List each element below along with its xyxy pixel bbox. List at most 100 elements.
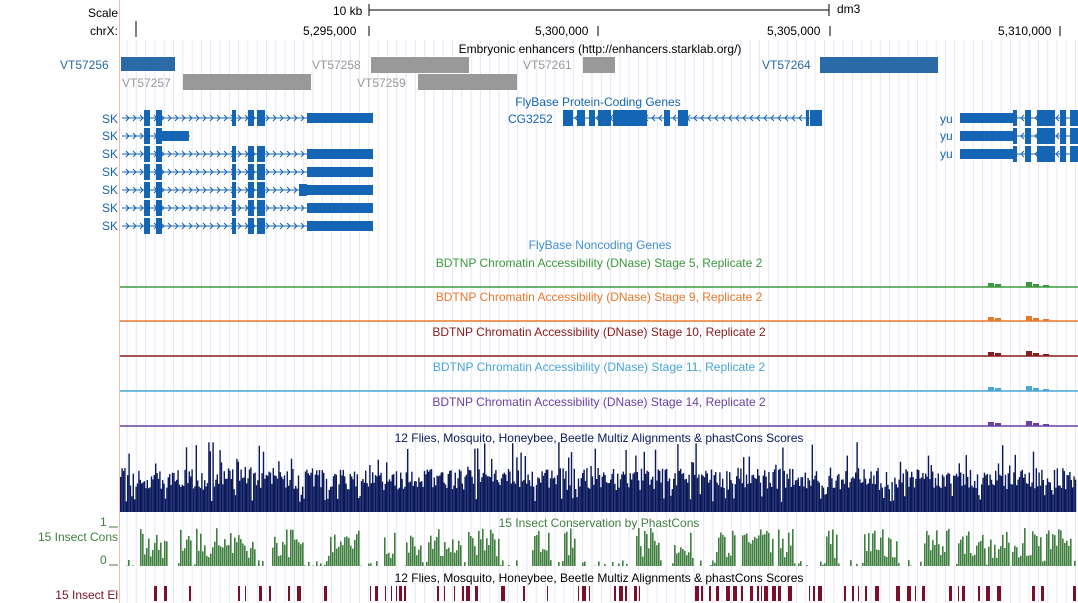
conservation-score-bar	[764, 534, 766, 566]
multiz-score-bar	[737, 467, 739, 512]
conserved-element	[245, 586, 246, 601]
conservation-score-bar	[444, 542, 446, 566]
multiz-track-title[interactable]: 12 Flies, Mosquito, Honeybee, Beetle Mul…	[394, 431, 804, 445]
multiz-score-bar	[311, 468, 314, 512]
conservation-score-bar	[832, 529, 834, 566]
gene-label-cg3252[interactable]: CG3252	[508, 112, 553, 126]
conservation-score-bar	[604, 564, 606, 566]
insect-cons-title[interactable]: 15 Insect Conservation by PhastCons	[498, 516, 700, 530]
strand-arrow	[237, 114, 242, 122]
multiz-score-bar	[726, 471, 728, 512]
dnase-track-title[interactable]: BDTNP Chromatin Accessibility (DNase) St…	[435, 256, 763, 270]
strand-arrow	[188, 204, 193, 212]
gene-label-yu[interactable]: yu	[940, 147, 953, 161]
multiz-score-bar	[176, 479, 178, 512]
conservation-score-bar	[778, 529, 780, 566]
multiz-score-bar	[463, 489, 465, 512]
enhancer-label[interactable]: VT57257	[122, 76, 171, 90]
strand-arrow	[735, 114, 740, 122]
conservation-score-bar	[880, 537, 882, 566]
enhancer-label[interactable]: VT57259	[357, 76, 406, 90]
dnase-track-title[interactable]: BDTNP Chromatin Accessibility (DNase) St…	[432, 395, 766, 409]
conservation-score-bar	[650, 528, 652, 566]
noncoding-track-title[interactable]: FlyBase Noncoding Genes	[528, 238, 672, 252]
multiz-score-bar	[199, 487, 202, 512]
conserved-element	[475, 586, 478, 601]
multiz-score-bar	[799, 486, 801, 512]
strand-arrow	[272, 114, 277, 122]
conservation-score-bar	[732, 530, 734, 566]
multiz-score-bar	[267, 475, 269, 512]
multiz-score-bar	[1023, 477, 1025, 512]
enhancer-label[interactable]: VT57256	[60, 58, 109, 72]
conservation-score-bar	[574, 538, 576, 566]
multiz-score-bar	[358, 498, 360, 512]
enhancer-label[interactable]: VT57261	[523, 58, 572, 72]
insect-el-title[interactable]: 12 Flies, Mosquito, Honeybee, Beetle Mul…	[394, 571, 804, 585]
conservation-score-bar	[1038, 546, 1040, 566]
dnase-track-title[interactable]: BDTNP Chromatin Accessibility (DNase) St…	[432, 325, 766, 339]
dnase-track-title[interactable]: BDTNP Chromatin Accessibility (DNase) St…	[432, 360, 766, 374]
multiz-score-bar	[157, 478, 160, 512]
strand-arrow	[237, 186, 242, 194]
insect-cons-side-label[interactable]: 15 Insect Cons	[37, 530, 118, 544]
gene-label-sk[interactable]: SK	[101, 219, 118, 233]
multiz-score-bar	[393, 474, 395, 512]
multiz-score-bar	[190, 476, 192, 512]
dnase-peak	[988, 317, 994, 321]
multiz-score-bar	[236, 458, 238, 512]
gene-label-sk[interactable]: SK	[101, 112, 118, 126]
conservation-score-bar	[384, 537, 386, 566]
multiz-score-bar	[422, 486, 424, 512]
multiz-score-bar	[541, 471, 543, 512]
strand-arrow	[174, 204, 179, 212]
genes-track-title[interactable]: FlyBase Protein-Coding Genes	[515, 95, 681, 109]
dnase-peak	[1026, 316, 1032, 321]
dnase-peak	[988, 352, 994, 356]
conservation-score-bar	[964, 553, 966, 566]
enhancers-track-title[interactable]: Embryonic enhancers (http://enhancers.st…	[458, 42, 742, 56]
multiz-score-bar	[188, 471, 190, 512]
gene-label-sk[interactable]: SK	[101, 183, 118, 197]
gene-label-sk[interactable]: SK	[101, 129, 118, 143]
utr-block	[960, 149, 1016, 159]
multiz-score-bar	[747, 483, 749, 512]
enhancer-label[interactable]: VT57258	[312, 58, 361, 72]
exon-block	[232, 146, 236, 162]
gene-label-yu[interactable]: yu	[940, 112, 953, 126]
conservation-score-bar	[254, 549, 256, 566]
exon-block	[1070, 146, 1078, 162]
dnase-track-title[interactable]: BDTNP Chromatin Accessibility (DNase) St…	[435, 290, 763, 304]
multiz-score-bar	[1020, 471, 1022, 512]
multiz-score-bar	[538, 478, 540, 512]
multiz-score-bar	[618, 487, 620, 512]
gene-label-sk[interactable]: SK	[101, 201, 118, 215]
multiz-score-bar	[716, 482, 718, 512]
multiz-score-bar	[365, 470, 367, 512]
multiz-score-bar	[341, 475, 343, 512]
gene-label-yu[interactable]: yu	[940, 129, 953, 143]
multiz-score-bar	[646, 470, 648, 512]
multiz-score-bar	[895, 484, 897, 512]
gene-label-sk[interactable]: SK	[101, 147, 118, 161]
enhancer-feature	[418, 74, 517, 90]
strand-arrow	[181, 204, 186, 212]
multiz-score-bar	[723, 488, 725, 512]
multiz-score-bar	[551, 470, 553, 512]
multiz-score-bar	[677, 444, 679, 512]
conservation-score-bar	[1054, 535, 1056, 566]
multiz-score-bar	[366, 483, 368, 512]
multiz-score-bar	[348, 489, 350, 512]
gene-label-sk[interactable]: SK	[101, 165, 118, 179]
insect-el-side-label[interactable]: 15 Insect El	[55, 588, 118, 602]
strand-arrow	[139, 168, 144, 176]
conservation-score-bar	[166, 541, 168, 566]
multiz-score-bar	[730, 480, 732, 512]
enhancer-label[interactable]: VT57264	[762, 58, 811, 72]
conservation-score-bar	[744, 534, 746, 566]
conservation-score-bar	[928, 535, 930, 566]
conservation-score-bar	[838, 563, 840, 566]
multiz-score-bar	[387, 481, 389, 512]
multiz-score-bar	[155, 463, 157, 512]
